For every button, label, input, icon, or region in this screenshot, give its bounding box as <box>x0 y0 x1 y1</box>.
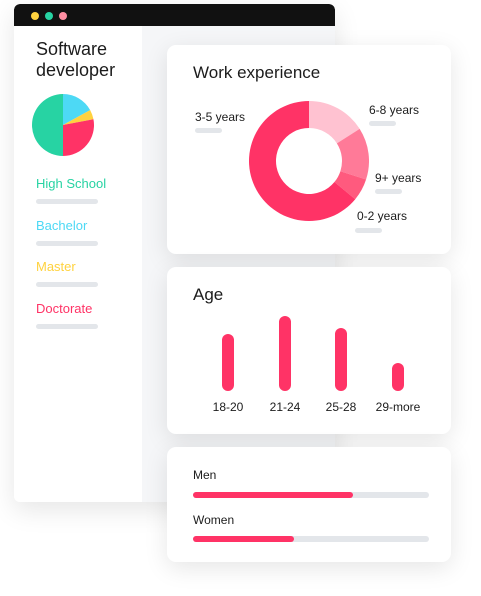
men-label: Men <box>193 468 217 482</box>
pie-slice-6-8-years <box>309 101 360 144</box>
pie-slice-9-years <box>336 128 369 180</box>
card-title: Age <box>193 285 224 304</box>
label-underline <box>369 121 396 126</box>
work-experience-donut-chart <box>249 101 369 221</box>
women-progress-bar <box>193 536 429 542</box>
window-titlebar <box>14 4 335 26</box>
gender-card: Men Women <box>167 447 451 562</box>
women-label: Women <box>193 513 235 527</box>
legend-underline <box>36 241 98 246</box>
legend-label: High School <box>36 176 107 191</box>
pie-slice-master <box>63 110 94 125</box>
legend-item-master[interactable]: Master <box>36 259 136 287</box>
pie-slice-doctorate <box>63 119 94 156</box>
men-progress-bar <box>193 492 429 498</box>
label-underline <box>375 189 402 194</box>
window-dot-green[interactable] <box>45 12 53 20</box>
legend-item-bachelor[interactable]: Bachelor <box>36 218 136 246</box>
legend-label: Doctorate <box>36 301 93 316</box>
pie-slice-0-2-years <box>334 171 367 200</box>
legend-label: Bachelor <box>36 218 88 233</box>
legend-item-doctorate[interactable]: Doctorate <box>36 301 136 329</box>
card-title: Work experience <box>193 63 321 82</box>
label-underline <box>195 128 222 133</box>
window-dot-pink[interactable] <box>59 12 67 20</box>
pie-slice-3-5-years <box>249 101 356 221</box>
age-bar-label: 21-24 <box>269 400 301 414</box>
donut-label-3-5-years: 3-5 years <box>195 110 246 124</box>
donut-label-6-8-years: 6-8 years <box>369 103 420 117</box>
legend-item-high-school[interactable]: High School <box>36 176 136 204</box>
legend-underline <box>36 324 98 329</box>
education-pie-chart <box>32 94 94 156</box>
age-card: Age 18-20 21-24 25-28 29-more <box>167 267 451 434</box>
men-progress-fill <box>193 492 354 498</box>
window-dot-yellow[interactable] <box>31 12 39 20</box>
label-underline <box>355 228 382 233</box>
legend-underline <box>36 199 98 204</box>
pie-slice-high-school <box>32 94 63 156</box>
age-bar-label: 29-more <box>375 400 421 414</box>
donut-label-0-2-years: 0-2 years <box>357 209 408 223</box>
pie-slice-bachelor <box>63 94 91 125</box>
page-title: Software developer <box>36 39 116 80</box>
legend-label: Master <box>36 259 76 274</box>
legend-underline <box>36 282 98 287</box>
age-bar-chart <box>222 316 404 391</box>
age-bar-label: 25-28 <box>325 400 357 414</box>
women-progress-fill <box>193 536 295 542</box>
donut-label-9-plus-years: 9+ years <box>375 171 422 185</box>
age-bar-label: 18-20 <box>212 400 244 414</box>
work-experience-card: Work experience 3-5 years 6-8 years 9+ y… <box>167 45 451 254</box>
